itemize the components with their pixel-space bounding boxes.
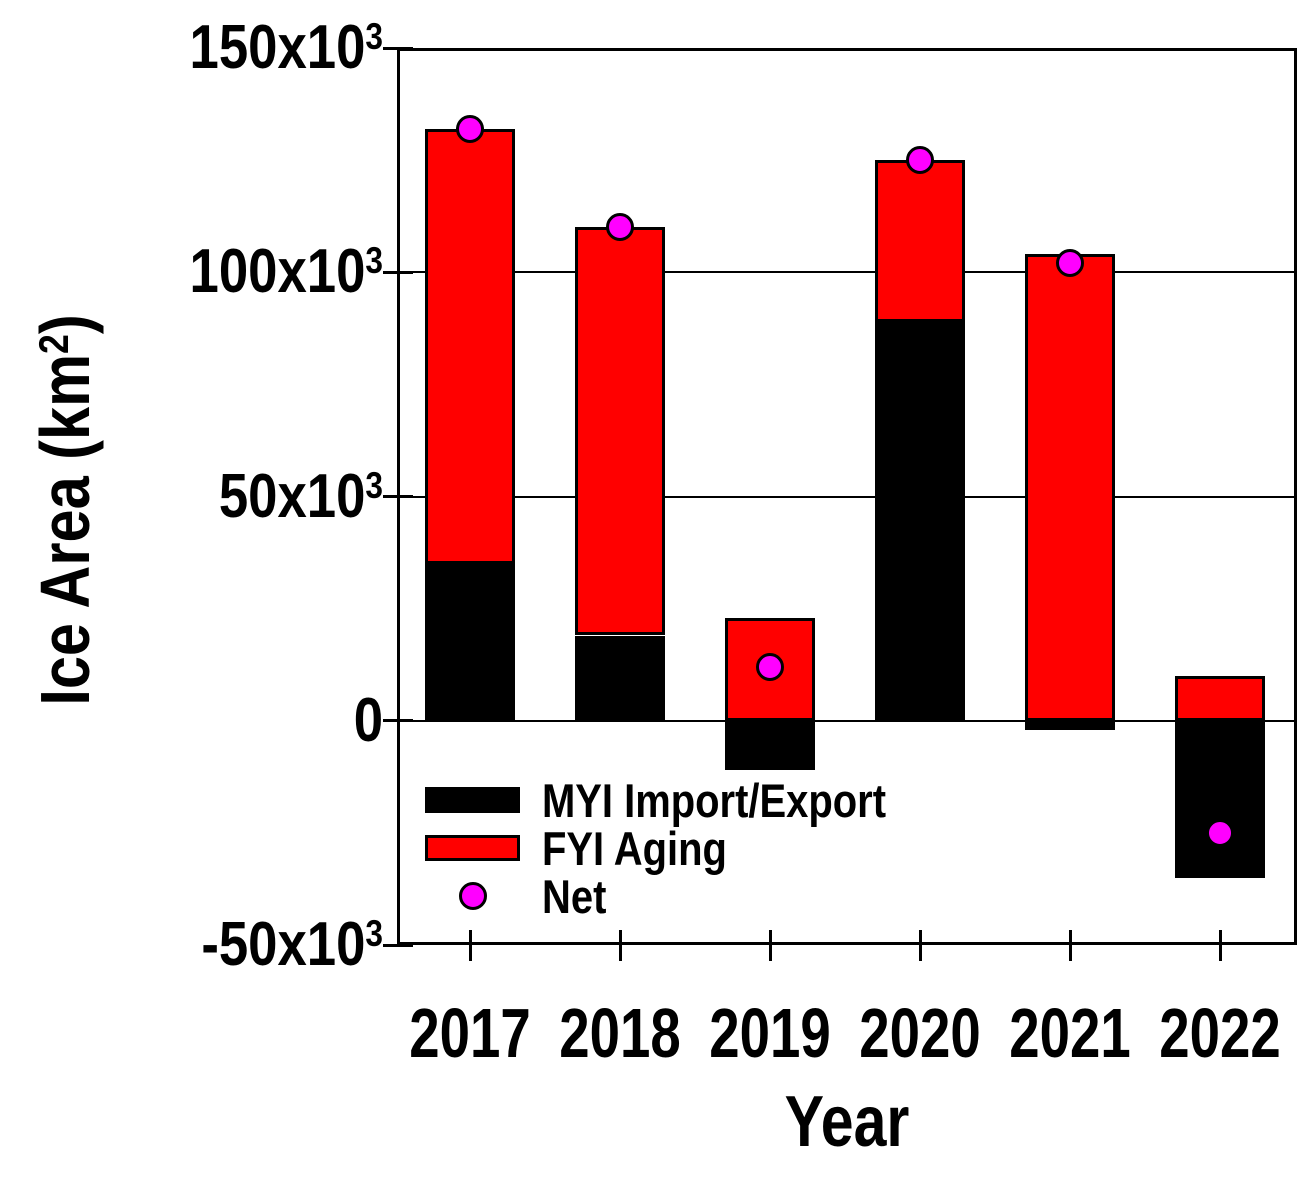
- x-axis-tick: [1069, 930, 1072, 961]
- y-axis-title-close: ): [26, 314, 104, 335]
- x-axis-tick-label: 2017: [409, 994, 531, 1072]
- bar-segment: [575, 227, 665, 636]
- legend-label-myi: MYI Import/Export: [542, 773, 887, 827]
- legend-label-net: Net: [542, 869, 607, 923]
- net-data-point: [606, 213, 634, 242]
- y-axis-tick: [383, 271, 413, 274]
- x-axis-tick-label: 2019: [709, 994, 831, 1072]
- legend-item-net: Net: [425, 870, 947, 923]
- bar-segment: [725, 617, 815, 721]
- x-axis-tick: [619, 930, 622, 961]
- x-axis-tick: [769, 930, 772, 961]
- y-axis-tick-label: 0: [138, 689, 383, 753]
- gridline-100: [400, 271, 1294, 274]
- gridline-0: [400, 719, 1294, 722]
- bar-segment: [425, 128, 515, 564]
- bar-segment: [1025, 254, 1115, 721]
- net-data-point: [756, 652, 784, 681]
- legend-net-marker-icon: [458, 882, 487, 910]
- bar-segment: [575, 635, 665, 721]
- y-tick-text: 0: [353, 686, 383, 755]
- bar-segment: [1175, 720, 1265, 878]
- net-data-point: [1056, 249, 1084, 278]
- legend-item-myi: MYI Import/Export: [425, 774, 947, 827]
- x-axis-tick: [919, 930, 922, 961]
- y-tick-superscript: 3: [365, 912, 383, 955]
- bar-segment: [1025, 720, 1115, 730]
- y-axis-tick: [383, 495, 413, 498]
- legend-swatch-myi: [425, 787, 520, 813]
- y-axis-tick: [383, 47, 413, 50]
- legend-swatch-fyi: [425, 835, 520, 861]
- y-tick-superscript: 3: [365, 464, 383, 507]
- bar-segment: [425, 563, 515, 721]
- net-data-point: [906, 146, 934, 175]
- y-tick-text: 100x10: [189, 237, 366, 306]
- y-axis-title-superscript: 2: [30, 334, 77, 354]
- y-axis-tick-label: 100x103: [138, 237, 383, 306]
- y-axis-tick-label: -50x103: [138, 910, 383, 979]
- legend: MYI Import/Export FYI Aging Net: [425, 774, 947, 923]
- x-axis-tick-label: 2020: [859, 994, 981, 1072]
- x-axis-tick-label: 2021: [1009, 994, 1131, 1072]
- y-axis-tick: [383, 719, 413, 722]
- net-data-point: [456, 114, 484, 143]
- legend-label-fyi: FYI Aging: [542, 821, 727, 875]
- y-axis-tick-label: 150x103: [138, 13, 383, 82]
- bar-segment: [875, 160, 965, 322]
- bar-segment: [875, 321, 965, 721]
- y-axis-title-text: Ice Area (km: [26, 353, 104, 706]
- x-axis-tick: [469, 930, 472, 961]
- bar-segment: [1175, 675, 1265, 721]
- x-axis-title: Year: [784, 1082, 910, 1162]
- y-tick-superscript: 3: [365, 15, 383, 58]
- y-tick-text: 50x10: [218, 462, 366, 531]
- y-axis-tick: [383, 944, 413, 947]
- x-axis-tick-label: 2018: [559, 994, 681, 1072]
- y-tick-text: 150x10: [189, 13, 366, 82]
- net-data-point: [1206, 818, 1234, 847]
- bar-segment: [725, 720, 815, 771]
- y-tick-text: -50x10: [201, 910, 366, 979]
- y-axis-tick-label: 50x103: [138, 462, 383, 531]
- y-tick-superscript: 3: [365, 239, 383, 282]
- x-axis-tick: [1219, 930, 1222, 961]
- x-axis-tick-label: 2022: [1159, 994, 1281, 1072]
- gridline-50: [400, 495, 1294, 498]
- legend-swatch-net-wrap: [425, 882, 520, 910]
- legend-item-fyi: FYI Aging: [425, 822, 947, 875]
- y-axis-title: Ice Area (km2): [26, 289, 104, 731]
